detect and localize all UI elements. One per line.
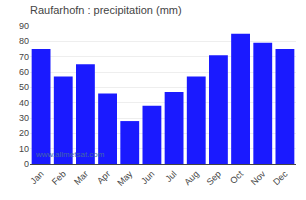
svg-text:20: 20 (19, 128, 29, 138)
svg-text:Mar: Mar (72, 169, 90, 187)
svg-text:70: 70 (19, 52, 29, 62)
svg-text:Dec: Dec (271, 168, 290, 187)
svg-text:Nov: Nov (249, 168, 268, 187)
svg-text:Oct: Oct (228, 168, 245, 185)
svg-text:Jun: Jun (139, 169, 156, 186)
svg-text:90: 90 (19, 21, 29, 31)
svg-text:Jan: Jan (28, 169, 45, 186)
svg-text:50: 50 (19, 82, 29, 92)
svg-text:40: 40 (19, 98, 29, 108)
svg-text:Aug: Aug (182, 169, 200, 187)
svg-text:Sep: Sep (205, 169, 223, 187)
svg-text:www.allmetsat.com: www.allmetsat.com (35, 150, 105, 159)
svg-text:30: 30 (19, 113, 29, 123)
svg-text:10: 10 (19, 144, 29, 154)
svg-text:60: 60 (19, 67, 29, 77)
svg-text:0: 0 (24, 159, 29, 169)
svg-text:Jul: Jul (163, 169, 178, 184)
svg-text:Apr: Apr (95, 169, 112, 186)
svg-text:80: 80 (19, 36, 29, 46)
svg-text:Feb: Feb (50, 169, 68, 187)
svg-text:May: May (115, 168, 134, 187)
svg-text:Raufarhofn : precipitation (mm: Raufarhofn : precipitation (mm) (30, 4, 182, 16)
